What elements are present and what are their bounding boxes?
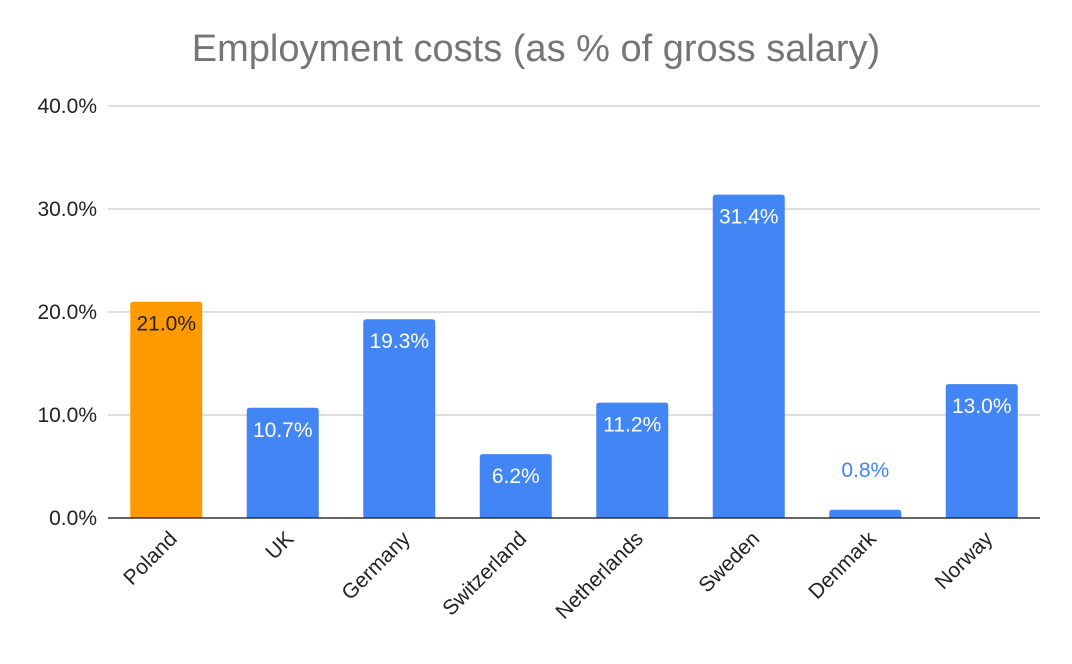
bar-denmark <box>829 509 902 518</box>
category-label: Poland <box>119 527 182 590</box>
bar-germany <box>363 319 436 518</box>
bars <box>130 194 1018 518</box>
category-label: Germany <box>337 527 415 605</box>
gridlines <box>108 105 1040 416</box>
chart-title: Employment costs (as % of gross salary) <box>191 28 881 70</box>
data-label: 13.0% <box>952 395 1012 418</box>
data-label: 10.7% <box>253 419 313 442</box>
data-label: 11.2% <box>603 414 661 437</box>
category-label: Norway <box>931 527 998 594</box>
data-labels: 21.0% 10.7% 19.3% 6.2% 11.2% 31.4% 0.8% 13.0% <box>136 206 1011 489</box>
y-tick-label: 0.0% <box>49 507 97 530</box>
data-label: 6.2% <box>492 465 540 488</box>
y-tick-label: 10.0% <box>37 404 97 427</box>
y-axis-tick-labels: 0.0% 10.0% 20.0% 30.0% 40.0% <box>37 95 97 530</box>
bar-netherlands <box>596 402 669 518</box>
y-tick-label: 40.0% <box>37 95 97 118</box>
category-label: Denmark <box>804 527 881 604</box>
data-label: 19.3% <box>369 330 429 353</box>
bar-uk <box>246 407 319 518</box>
bar-switzerland <box>479 454 552 518</box>
x-axis-category-labels: Poland UK Germany Switzerland Netherlands Swe… <box>119 527 997 624</box>
data-label: 21.0% <box>136 313 196 336</box>
category-label: UK <box>261 527 298 564</box>
category-label: Sweden <box>694 527 764 597</box>
data-label: 0.8% <box>841 459 889 482</box>
data-label: 31.4% <box>719 206 779 229</box>
bar-poland <box>130 301 203 518</box>
y-tick-label: 20.0% <box>37 301 97 324</box>
y-tick-label: 30.0% <box>37 198 97 221</box>
category-label: Netherlands <box>551 527 647 623</box>
category-label: Switzerland <box>438 527 531 620</box>
bar-sweden <box>712 194 785 518</box>
bar-norway <box>945 384 1018 518</box>
